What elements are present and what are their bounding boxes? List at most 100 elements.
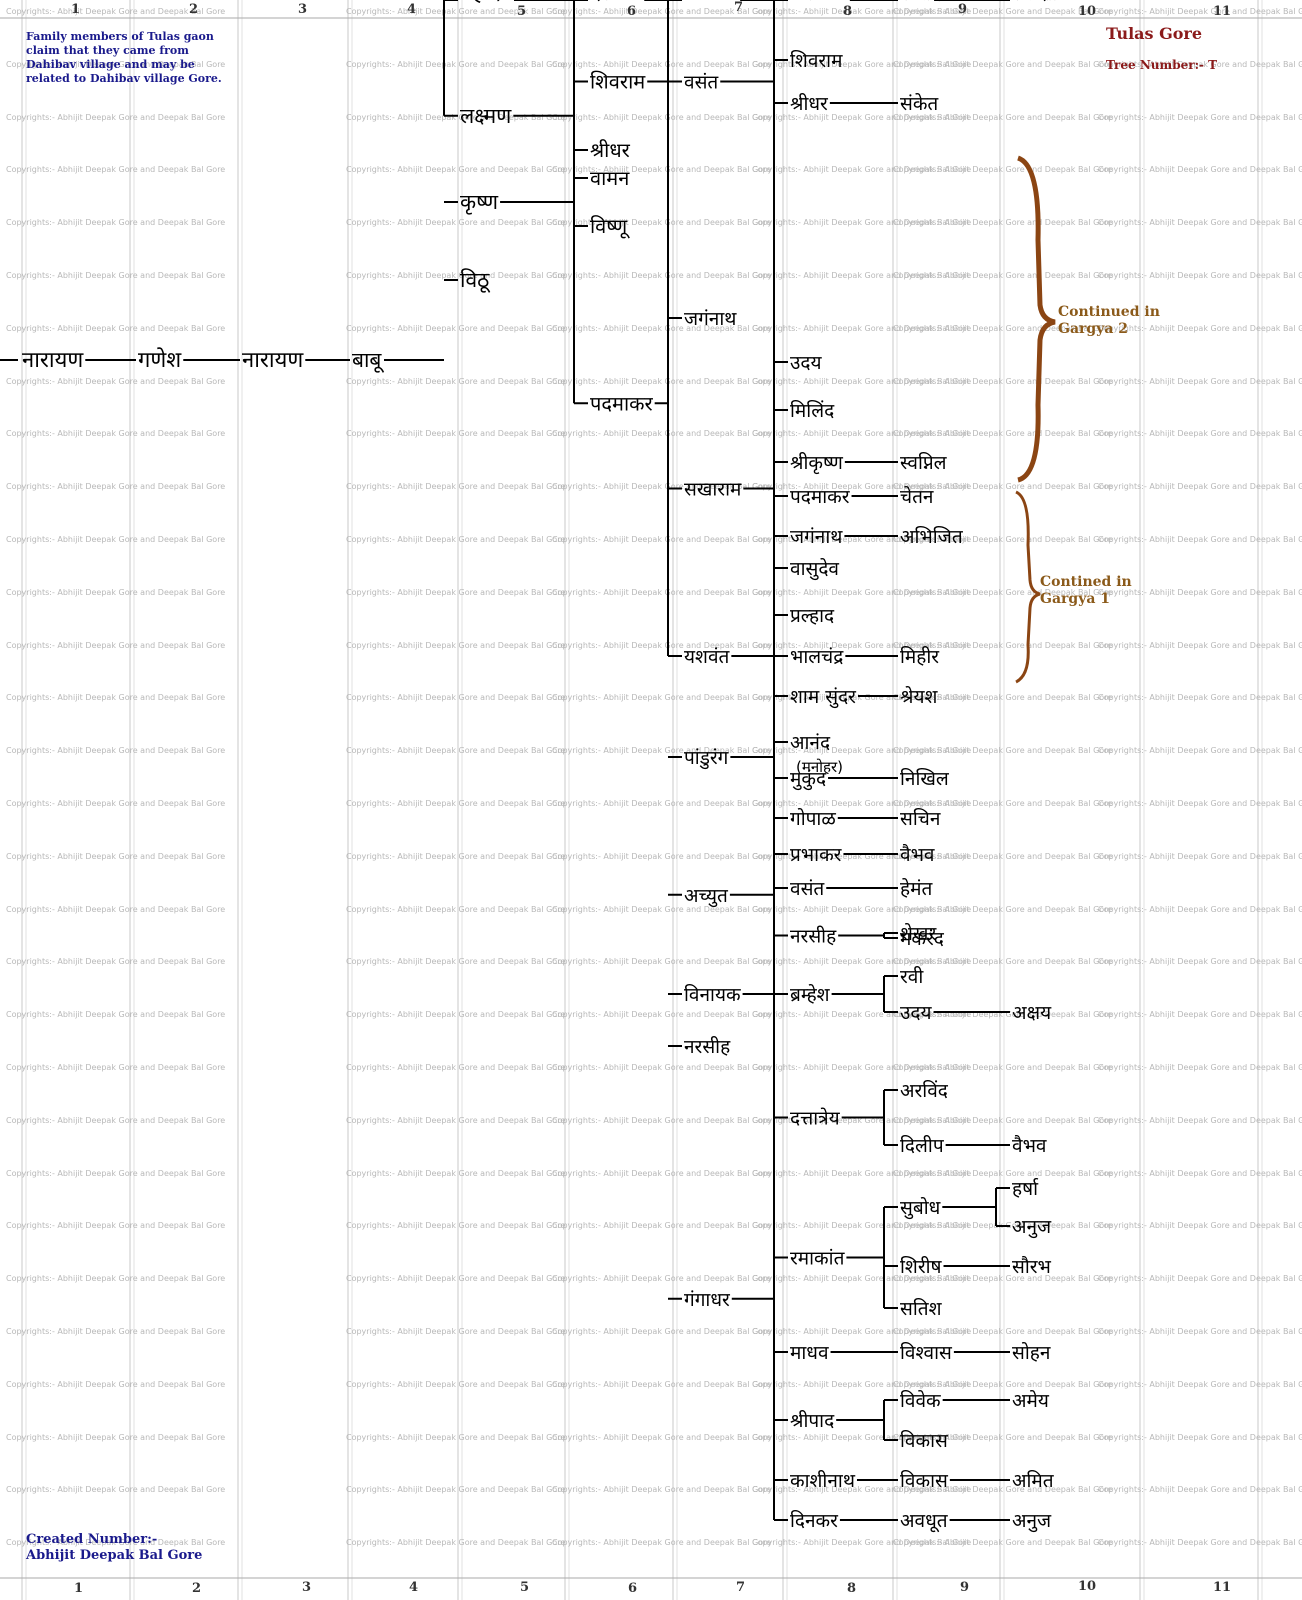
watermark-text: Copyrights:- Abhijit Deepak Gore and Dee… — [752, 1538, 971, 1547]
watermark-text: Copyrights:- Abhijit Deepak Gore and Dee… — [893, 905, 1112, 914]
person-name: प्रभाकर — [790, 844, 843, 866]
watermark-text: Copyrights:- Abhijit Deepak Gore and Dee… — [552, 1116, 771, 1125]
watermark-text: Copyrights:- Abhijit Deepak Gore and Dee… — [1098, 165, 1302, 174]
person-name: सौरभ — [1012, 1255, 1052, 1278]
watermark-text: Copyrights:- Abhijit Deepak Gore and Dee… — [752, 1380, 971, 1389]
watermark-text: Copyrights:- Abhijit Deepak Gore and Dee… — [752, 746, 971, 755]
person-name: पांडुरंग — [684, 747, 729, 770]
watermark-text: Copyrights:- Abhijit Deepak Gore and Dee… — [1098, 1063, 1302, 1072]
colnum-bottom: 11 — [1213, 1580, 1232, 1595]
watermark-text: Copyrights:- Abhijit Deepak Gore and Dee… — [346, 693, 565, 702]
person-name: जगंनाथ — [790, 526, 843, 548]
watermark-text: Copyrights:- Abhijit Deepak Gore and Dee… — [893, 1327, 1112, 1336]
watermark-text: Copyrights:- Abhijit Deepak Gore and Dee… — [552, 588, 771, 597]
person-name: विवेक — [900, 1389, 941, 1412]
brace-gargya-1 — [1015, 490, 1041, 684]
watermark-text: Copyrights:- Abhijit Deepak Gore and Dee… — [346, 641, 565, 650]
colnum-bottom: 10 — [1078, 1579, 1097, 1594]
person-name: सतिश — [900, 1297, 943, 1320]
watermark-text: Copyrights:- Abhijit Deepak Gore and Dee… — [6, 482, 225, 491]
watermark-text: Copyrights:- Abhijit Deepak Gore and Dee… — [346, 113, 565, 122]
person-name: वामन — [590, 166, 630, 190]
watermark-text: Copyrights:- Abhijit Deepak Gore and Dee… — [893, 377, 1112, 386]
watermark-text: Copyrights:- Abhijit Deepak Gore and Dee… — [752, 1433, 971, 1442]
person-name: वसंत — [790, 878, 825, 900]
watermark-text: Copyrights:- Abhijit Deepak Gore and Dee… — [1098, 535, 1302, 544]
watermark-text: Copyrights:- Abhijit Deepak Gore and Dee… — [752, 1274, 971, 1283]
watermark-text: Copyrights:- Abhijit Deepak Gore and Dee… — [1098, 641, 1302, 650]
watermark-text: Copyrights:- Abhijit Deepak Gore and Dee… — [346, 1380, 565, 1389]
watermark-text: Copyrights:- Abhijit Deepak Gore and Dee… — [893, 588, 1112, 597]
watermark-text: Copyrights:- Abhijit Deepak Gore and Dee… — [552, 482, 771, 491]
person-name: भालचंद्र — [790, 646, 844, 668]
person-name: संकेत — [900, 92, 939, 115]
watermark-text: Copyrights:- Abhijit Deepak Gore and Dee… — [1098, 1169, 1302, 1178]
watermark-text: Copyrights:- Abhijit Deepak Gore and Dee… — [1098, 1327, 1302, 1336]
watermark-text: Copyrights:- Abhijit Deepak Gore and Dee… — [893, 165, 1112, 174]
watermark-text: Copyrights:- Abhijit Deepak Gore and Dee… — [752, 113, 971, 122]
person-name: विकास — [900, 1429, 949, 1452]
colnum-bottom: 9 — [960, 1580, 970, 1595]
watermark-text: Copyrights:- Abhijit Deepak Gore and Dee… — [346, 1063, 565, 1072]
watermark-text: Copyrights:- Abhijit Deepak Gore and Dee… — [6, 1010, 225, 1019]
person-name: शिवराम — [790, 49, 843, 72]
watermark-text: Copyrights:- Abhijit Deepak Gore and Dee… — [552, 113, 771, 122]
watermark-text: Copyrights:- Abhijit Deepak Gore and Dee… — [752, 271, 971, 280]
person-name: वासुदेव — [790, 557, 839, 581]
person-name: रमाकांत — [790, 1248, 846, 1270]
watermark-text: Copyrights:- Abhijit Deepak Gore and Dee… — [893, 429, 1112, 438]
watermark-text: Copyrights:- Abhijit Deepak Gore and Dee… — [1098, 377, 1302, 386]
watermark-text: Copyrights:- Abhijit Deepak Gore and Dee… — [1098, 1116, 1302, 1125]
watermark-text: Copyrights:- Abhijit Deepak Gore and Dee… — [346, 271, 565, 280]
watermark-text: Copyrights:- Abhijit Deepak Gore and Dee… — [893, 113, 1112, 122]
person-name: श्रीधर — [590, 138, 631, 162]
watermark-text: Copyrights:- Abhijit Deepak Gore and Dee… — [552, 60, 771, 69]
person-name: श्रीपाद — [790, 1409, 835, 1432]
watermark-text: Copyrights:- Abhijit Deepak Gore and Dee… — [1098, 7, 1302, 16]
person-name: गजानन — [900, 0, 951, 5]
colnum-bottom: 5 — [520, 1580, 530, 1595]
watermark-text: Copyrights:- Abhijit Deepak Gore and Dee… — [552, 1169, 771, 1178]
watermark-text: Copyrights:- Abhijit Deepak Gore and Dee… — [6, 693, 225, 702]
watermark-text: Copyrights:- Abhijit Deepak Gore and Dee… — [752, 588, 971, 597]
watermark-text: Copyrights:- Abhijit Deepak Gore and Dee… — [1098, 324, 1302, 333]
watermark-text: Copyrights:- Abhijit Deepak Gore and Dee… — [1098, 746, 1302, 755]
person-name: मुकुंद — [790, 768, 827, 791]
watermark-text: Copyrights:- Abhijit Deepak Gore and Dee… — [6, 377, 225, 386]
watermark-text: Copyrights:- Abhijit Deepak Gore and Dee… — [1098, 218, 1302, 227]
colnum-bottom: 2 — [192, 1581, 202, 1596]
colnum-top: 8 — [843, 4, 853, 19]
watermark-text: Copyrights:- Abhijit Deepak Gore and Dee… — [893, 218, 1112, 227]
watermark-text: Copyrights:- Abhijit Deepak Gore and Dee… — [6, 535, 225, 544]
watermark-text: Copyrights:- Abhijit Deepak Gore and Dee… — [893, 7, 1112, 16]
colnum-top: 10 — [1078, 4, 1097, 19]
watermark-text: Copyrights:- Abhijit Deepak Gore and Dee… — [346, 429, 565, 438]
person-name: उदय — [900, 1002, 933, 1024]
watermark-text: Copyrights:- Abhijit Deepak Gore and Dee… — [752, 60, 971, 69]
watermark-text: Copyrights:- Abhijit Deepak Gore and Dee… — [752, 957, 971, 966]
watermark-text: Copyrights:- Abhijit Deepak Gore and Dee… — [893, 324, 1112, 333]
watermark-text: Copyrights:- Abhijit Deepak Gore and Dee… — [552, 1221, 771, 1230]
watermark-text: Copyrights:- Abhijit Deepak Gore and Dee… — [752, 535, 971, 544]
person-name: मिहीर — [900, 645, 940, 668]
person-name: माधव — [790, 1342, 829, 1364]
watermark-text: Copyrights:- Abhijit Deepak Gore and Dee… — [346, 1433, 565, 1442]
watermark-text: Copyrights:- Abhijit Deepak Gore and Dee… — [346, 746, 565, 755]
tree-title: Tulas Gore — [1106, 24, 1203, 43]
watermark-text: Copyrights:- Abhijit Deepak Gore and Dee… — [552, 535, 771, 544]
watermark-text: Copyrights:- Abhijit Deepak Gore and Dee… — [6, 1327, 225, 1336]
watermark-text: Copyrights:- Abhijit Deepak Gore and Dee… — [893, 1169, 1112, 1178]
person-name: अनुज — [1012, 1216, 1052, 1239]
watermark-text: Copyrights:- Abhijit Deepak Gore and Dee… — [893, 1063, 1112, 1072]
watermark-text: Copyrights:- Abhijit Deepak Gore and Dee… — [346, 1274, 565, 1283]
watermark-text: Copyrights:- Abhijit Deepak Gore and Dee… — [346, 377, 565, 386]
person-name: नरसीह — [790, 925, 837, 948]
watermark-text: Copyrights:- Abhijit Deepak Gore and Dee… — [893, 852, 1112, 861]
watermark-text: Copyrights:- Abhijit Deepak Gore and Dee… — [552, 1380, 771, 1389]
watermark-text: Copyrights:- Abhijit Deepak Gore and Dee… — [346, 905, 565, 914]
watermark-text: Copyrights:- Abhijit Deepak Gore and Dee… — [1098, 957, 1302, 966]
creator-credit: Created Number:- Abhijit Deepak Bal Gore — [26, 1532, 202, 1564]
person-name: दिनकर — [790, 1509, 839, 1532]
watermark-text: Copyrights:- Abhijit Deepak Gore and Dee… — [346, 852, 565, 861]
watermark-text: Copyrights:- Abhijit Deepak Gore and Dee… — [6, 324, 225, 333]
